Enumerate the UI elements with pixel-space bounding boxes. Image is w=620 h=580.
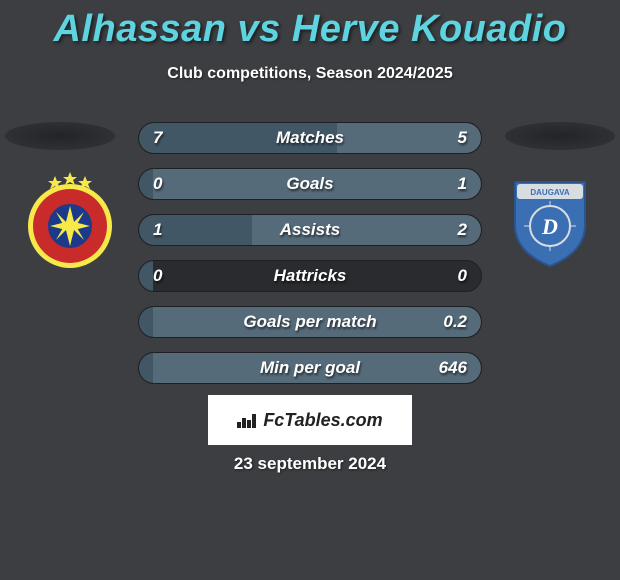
stat-label: Min per goal: [139, 358, 481, 378]
svg-text:DAUGAVA: DAUGAVA: [530, 188, 569, 197]
daugava-crest-icon: DAUGAVA D: [500, 170, 600, 270]
stat-label: Matches: [139, 128, 481, 148]
stat-value-right: 2: [458, 220, 467, 240]
stat-label: Goals per match: [139, 312, 481, 332]
stat-row: 0Hattricks0: [138, 260, 482, 292]
stats-panel: 7Matches50Goals11Assists20Hattricks0Goal…: [138, 122, 482, 398]
date-text: 23 september 2024: [0, 454, 620, 474]
stat-value-right: 646: [439, 358, 467, 378]
player-shadow-left: [5, 122, 115, 150]
stat-value-right: 0.2: [443, 312, 467, 332]
player-shadow-right: [505, 122, 615, 150]
svg-text:D: D: [541, 214, 558, 239]
stat-label: Hattricks: [139, 266, 481, 286]
club-crest-right: DAUGAVA D: [500, 170, 600, 270]
stat-value-right: 1: [458, 174, 467, 194]
club-crest-left: [20, 170, 120, 270]
stat-value-right: 0: [458, 266, 467, 286]
stat-row: 7Matches5: [138, 122, 482, 154]
subtitle: Club competitions, Season 2024/2025: [0, 65, 620, 83]
fcsb-crest-icon: [20, 170, 120, 270]
stat-label: Assists: [139, 220, 481, 240]
page-title: Alhassan vs Herve Kouadio: [0, 0, 620, 51]
stat-row: Min per goal646: [138, 352, 482, 384]
brand-badge: FcTables.com: [208, 395, 412, 445]
stat-label: Goals: [139, 174, 481, 194]
brand-text: FcTables.com: [263, 410, 382, 431]
stat-value-right: 5: [458, 128, 467, 148]
stat-row: Goals per match0.2: [138, 306, 482, 338]
stat-row: 1Assists2: [138, 214, 482, 246]
stat-row: 0Goals1: [138, 168, 482, 200]
bars-icon: [237, 412, 259, 428]
